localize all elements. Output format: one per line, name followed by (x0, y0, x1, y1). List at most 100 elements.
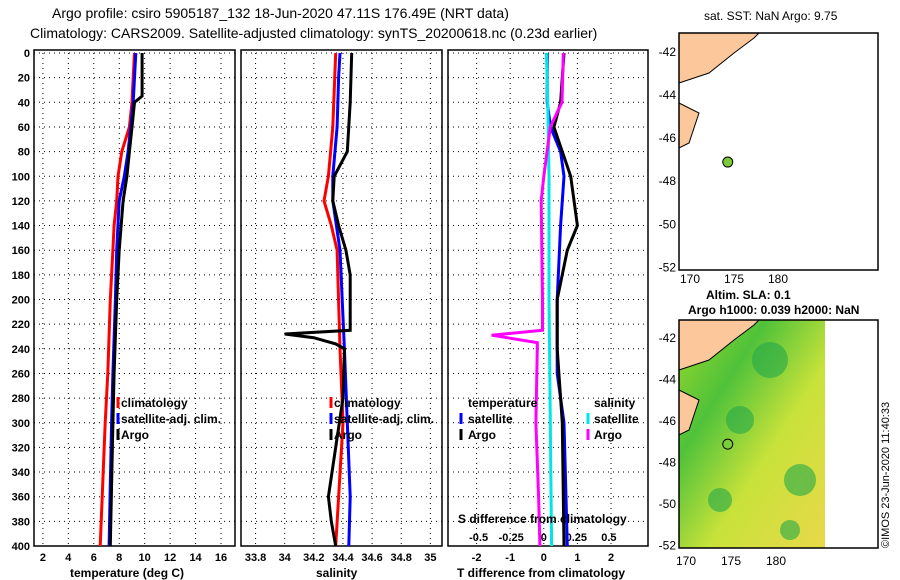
x2-tick-label: 0.25 (566, 532, 587, 544)
x-tick-label: 1 (574, 552, 580, 564)
sla-patch (726, 406, 754, 434)
depth-tick-label: 260 (12, 368, 30, 380)
x-tick-label: 34.4 (332, 552, 354, 564)
land-new-zealand (678, 32, 761, 149)
x2-tick-label: -0.25 (499, 532, 524, 544)
x-tick-label: 34.8 (391, 552, 412, 564)
x-tick-label: 34 (279, 552, 292, 564)
lat-tick-label: -50 (659, 497, 677, 511)
depth-tick-label: 80 (18, 147, 30, 159)
lat-tick-label: -48 (659, 174, 677, 188)
lat-tick-label: -42 (659, 331, 677, 345)
legend3-temp: temperature (468, 396, 538, 410)
sla-patch (784, 464, 816, 496)
legend2-sat: satellite-adj. clim. (334, 412, 435, 426)
series-line-salinity-argo (491, 52, 565, 547)
legend3-temp-sat: satellite (468, 412, 513, 426)
x-label-temperature: temperature (deg C) (70, 566, 185, 580)
series-line-satellite-adj-clim- (331, 52, 352, 547)
sla-patch (752, 342, 788, 378)
title-line1: Argo profile: csiro 5905187_132 18-Jun-2… (52, 5, 509, 21)
map-top-title: sat. SST: NaN Argo: 9.75 (704, 9, 838, 23)
depth-tick-label: 40 (18, 97, 30, 109)
legend3-sal-sat: satellite (594, 412, 639, 426)
depth-tick-label: 160 (12, 245, 30, 257)
x-tick-label: 4 (65, 552, 72, 564)
x-tick-label: 16 (215, 552, 227, 564)
legend3-sal: salinity (594, 396, 636, 410)
map-frame (678, 319, 879, 549)
x-tick-label: 14 (189, 552, 202, 564)
legend1-sat: satellite-adj. clim. (121, 412, 222, 426)
lat-tick-label: -48 (659, 456, 677, 470)
lat-tick-label: -44 (659, 373, 677, 387)
depth-tick-label: 60 (18, 122, 30, 134)
argo-location-marker (722, 438, 734, 450)
depth-tick-label: 400 (12, 541, 30, 553)
lat-tick-label: -44 (659, 88, 677, 102)
series-line-argo (284, 52, 354, 547)
legend2-argo: Argo (334, 428, 362, 442)
x2-tick-label: 0.5 (601, 532, 616, 544)
depth-tick-label: 320 (12, 442, 30, 454)
depth-tick-label: 120 (12, 196, 30, 208)
depth-tick-label: 360 (12, 492, 30, 504)
x-tick-label: 8 (116, 552, 122, 564)
sla-patch (708, 488, 732, 512)
lon-tick-label: 180 (766, 554, 786, 568)
depth-tick-label: 380 (12, 516, 30, 528)
legend2-clim: climatology (334, 396, 401, 410)
lon-tick-label: 170 (680, 272, 700, 286)
x-tick-label: 33.8 (245, 552, 266, 564)
argo-location-marker (722, 156, 734, 168)
series-line-argo (108, 53, 144, 547)
lat-tick-label: -46 (659, 131, 677, 145)
lat-tick-label: -46 (659, 414, 677, 428)
map-frame (678, 32, 879, 271)
map-bottom-title1: Altim. SLA: 0.1 (706, 288, 791, 302)
legend1-clim: climatology (121, 396, 188, 410)
x-tick-label: 34.2 (303, 552, 324, 564)
x2-tick-label: -0.5 (469, 532, 488, 544)
x-tick-label: -2 (472, 552, 482, 564)
depth-tick-label: 100 (12, 171, 30, 183)
depth-tick-label: 280 (12, 393, 30, 405)
lat-tick-label: -52 (659, 260, 677, 274)
legend1-argo: Argo (121, 428, 149, 442)
lon-tick-label: 170 (676, 554, 696, 568)
x-tick-label: 12 (164, 552, 176, 564)
lat-tick-label: -50 (659, 217, 677, 231)
depth-tick-label: 220 (12, 319, 30, 331)
depth-tick-label: 180 (12, 270, 30, 282)
x-tick-label: 10 (139, 552, 151, 564)
x-label-tdiff: T difference from climatology (457, 566, 626, 580)
x-label-salinity: salinity (316, 566, 358, 580)
lat-tick-label: -42 (659, 45, 677, 59)
x-tick-label: 2 (40, 552, 46, 564)
s-diff-label: S difference from climatology (458, 512, 627, 526)
depth-tick-label: 340 (12, 467, 30, 479)
depth-tick-label: 20 (18, 73, 30, 85)
depth-tick-label: 140 (12, 221, 30, 233)
lon-tick-label: 175 (724, 272, 744, 286)
watermark: ©IMOS 23-Jun-2020 11:40:33 (880, 401, 892, 548)
series-line-salinity-satellite (544, 52, 554, 547)
legend3-sal-argo: Argo (594, 428, 622, 442)
sla-patch (780, 520, 800, 540)
depth-tick-label: 200 (12, 295, 30, 307)
lon-tick-label: 180 (768, 272, 788, 286)
depth-tick-label: 0 (24, 48, 30, 60)
x-tick-label: 34.6 (361, 552, 382, 564)
lon-tick-label: 175 (721, 554, 741, 568)
map-bottom-title2: Argo h1000: 0.039 h2000: NaN (688, 303, 860, 317)
depth-tick-label: 240 (12, 344, 30, 356)
x-tick-label: 0 (541, 552, 547, 564)
lat-tick-label: -52 (659, 539, 677, 553)
x-tick-label: -1 (505, 552, 515, 564)
x-tick-label: 35 (424, 552, 436, 564)
depth-tick-label: 300 (12, 418, 30, 430)
legend3-temp-argo: Argo (468, 428, 496, 442)
x2-tick-label: 0 (541, 532, 547, 544)
